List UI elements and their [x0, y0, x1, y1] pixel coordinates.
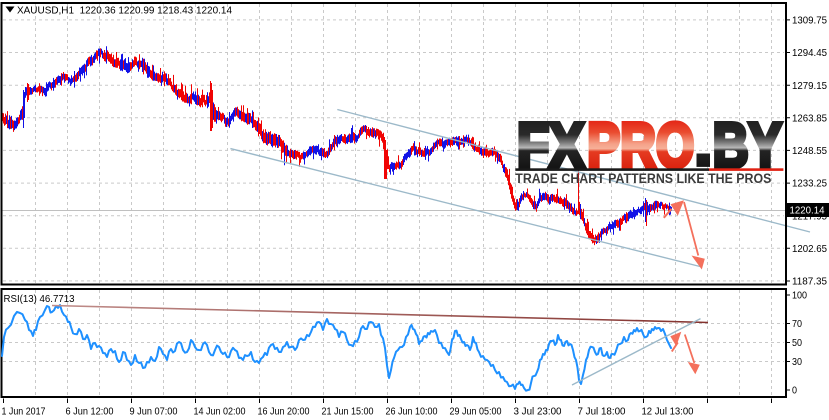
svg-text:RSI(13) 46.7713: RSI(13) 46.7713	[4, 293, 75, 305]
svg-text:9 Jun 07:00: 9 Jun 07:00	[130, 406, 178, 418]
svg-text:1309.75: 1309.75	[792, 15, 827, 27]
svg-text:1263.85: 1263.85	[792, 112, 827, 124]
svg-text:XAUUSD,H1 1220.36 1220.99 121: XAUUSD,H1 1220.36 1220.99 1218.43 1220.1…	[17, 5, 232, 17]
svg-text:70: 70	[792, 318, 802, 330]
svg-text:1187.35: 1187.35	[792, 276, 827, 288]
svg-text:TRADE CHART PATTERNS LIKE THE: TRADE CHART PATTERNS LIKE THE PROS	[515, 171, 771, 186]
svg-text:0: 0	[792, 385, 797, 397]
svg-text:26 Jun 10:00: 26 Jun 10:00	[386, 406, 438, 418]
svg-text:1202.65: 1202.65	[792, 243, 827, 255]
svg-text:30: 30	[792, 356, 802, 368]
svg-text:3 Jul 23:00: 3 Jul 23:00	[514, 406, 562, 418]
svg-text:12 Jul 13:00: 12 Jul 13:00	[642, 406, 694, 418]
svg-text:1 Jun 2017: 1 Jun 2017	[2, 406, 46, 418]
svg-text:100: 100	[792, 290, 807, 302]
svg-text:1279.15: 1279.15	[792, 80, 827, 92]
svg-text:6 Jun 12:00: 6 Jun 12:00	[66, 406, 114, 418]
svg-text:29 Jun 05:00: 29 Jun 05:00	[450, 406, 502, 418]
svg-text:16 Jun 20:00: 16 Jun 20:00	[258, 406, 310, 418]
svg-text:1220.14: 1220.14	[790, 205, 825, 217]
svg-text:1248.55: 1248.55	[792, 145, 827, 157]
svg-text:50: 50	[792, 337, 802, 349]
svg-text:1233.25: 1233.25	[792, 178, 827, 190]
svg-text:14 Jun 02:00: 14 Jun 02:00	[194, 406, 246, 418]
svg-text:7 Jul 18:00: 7 Jul 18:00	[578, 406, 626, 418]
svg-text:21 Jun 15:00: 21 Jun 15:00	[322, 406, 374, 418]
svg-text:1294.45: 1294.45	[792, 47, 827, 59]
